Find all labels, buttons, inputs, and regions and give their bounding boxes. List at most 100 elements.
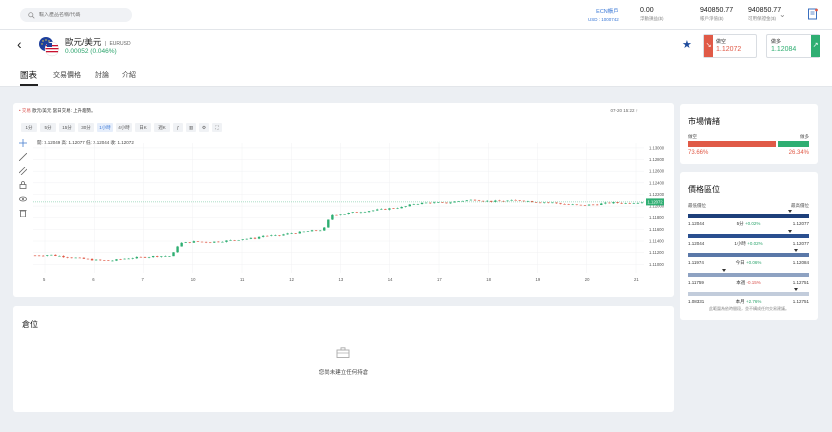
account-type[interactable]: ECN帳戶 USD : 1000742	[588, 7, 619, 22]
candle-body	[359, 212, 363, 214]
settings-icon[interactable]: ⚙	[199, 123, 209, 132]
trendline-icon[interactable]	[19, 153, 27, 161]
chart-headline-text: 歐元/美元 當日交易: 上升趨勢。	[32, 108, 96, 113]
lock-icon[interactable]	[19, 181, 27, 189]
account-currency: USD : 1000742	[588, 17, 619, 22]
free-margin-label: 可用保證金($)	[748, 16, 776, 21]
x-tick-label: 17	[437, 277, 442, 282]
eye-icon[interactable]	[19, 195, 27, 203]
candle-body	[41, 255, 45, 257]
candle-body	[278, 235, 281, 236]
candle-body	[461, 200, 464, 202]
candle-body	[147, 257, 151, 258]
candle-body	[543, 202, 546, 204]
sentiment-buy-fill	[777, 141, 809, 147]
candle-body	[196, 241, 200, 242]
timeframe-1[interactable]: 5分	[40, 123, 56, 132]
candle-body	[404, 206, 407, 207]
candle-body	[400, 206, 403, 209]
candle-body	[70, 257, 73, 259]
candle-body	[180, 242, 183, 247]
parallel-lines-icon[interactable]	[19, 167, 27, 175]
account-type-label: ECN帳戶	[596, 9, 619, 15]
indicator-icon[interactable]: ▥	[186, 123, 196, 132]
candle-body	[506, 200, 509, 202]
back-arrow-icon[interactable]: ‹	[17, 36, 22, 52]
candle-body	[282, 234, 285, 236]
candle-body	[188, 242, 192, 243]
tab-discussion[interactable]: 討論	[95, 72, 109, 79]
timeframe-0[interactable]: 1分	[21, 123, 37, 132]
candle-body	[257, 236, 261, 239]
timeframe-3[interactable]: 30分	[78, 123, 94, 132]
crosshair-icon[interactable]	[19, 139, 27, 147]
candle-body	[274, 235, 277, 236]
last-price-label: 1.12072	[648, 199, 664, 204]
candle-body	[412, 204, 416, 205]
range-marker	[794, 249, 799, 252]
candle-body	[58, 255, 61, 257]
candle-body	[270, 235, 273, 236]
favorite-star-icon[interactable]: ★	[682, 39, 692, 51]
timeframe-6[interactable]: 日K	[135, 123, 151, 132]
candle-body	[420, 202, 424, 205]
fx-tool-icon[interactable]: ƒ	[173, 123, 183, 132]
candle-body	[453, 201, 456, 203]
candle-body	[445, 202, 448, 204]
x-tick-label: 14	[388, 277, 393, 282]
candle-body	[98, 259, 102, 261]
candle-body	[204, 241, 208, 243]
candle-body	[396, 208, 399, 209]
tab-bar	[0, 65, 832, 87]
candle-body	[384, 208, 387, 210]
sell-price: 1.12072	[716, 46, 742, 53]
price-range-title: 價格區位	[688, 185, 720, 194]
document-icon[interactable]	[808, 8, 818, 20]
candle-body	[640, 202, 644, 204]
x-tick-label: 7	[142, 277, 145, 282]
candle-body	[107, 260, 110, 261]
timeframe-7[interactable]: 週K	[154, 123, 170, 132]
range-row-3: 1.11759 本週 -0.15% 1.12751	[688, 268, 809, 289]
candle-body	[416, 204, 420, 205]
timeframe-2[interactable]: 15分	[59, 123, 75, 132]
price-chart[interactable]: 1.13000 1.12800 1.12600 1.12400 1.12200 1.120…	[33, 143, 664, 291]
tab-trading-prices[interactable]: 交易價格	[53, 72, 81, 79]
candle-body	[433, 202, 436, 204]
candle-body	[408, 204, 411, 207]
timeframe-5[interactable]: 4小時	[116, 123, 132, 132]
timeframe-selector: 1分 5分 15分 30分 1小時 4小時 日K 週K ƒ ▥ ⚙ ⛶	[21, 123, 222, 132]
buy-button[interactable]: ↗ 做多 1.12084	[766, 34, 820, 58]
candle-body	[151, 256, 155, 258]
range-low: 1.08331	[688, 299, 705, 304]
timeframe-4[interactable]: 1小時	[97, 123, 113, 132]
y-tick-label: 1.12000	[649, 204, 664, 209]
y-tick-label: 1.12600	[649, 169, 664, 174]
candle-body	[502, 200, 505, 202]
search-box[interactable]	[20, 8, 132, 22]
x-tick-label: 20	[585, 277, 590, 282]
ohlc-readout: 開: 1.12049 高: 1.12077 低: 1.12044 收: 1.12…	[37, 140, 134, 145]
candle-body	[192, 241, 196, 243]
search-input[interactable]	[39, 12, 129, 18]
candle-body	[310, 230, 314, 232]
buy-arrow-icon: ↗	[811, 35, 820, 57]
fullscreen-icon[interactable]: ⛶	[212, 123, 222, 132]
tab-chart[interactable]: 圖表	[20, 70, 38, 80]
range-period: 5分 +0.02%	[736, 221, 761, 226]
range-bar	[688, 253, 809, 257]
trash-icon[interactable]	[19, 209, 27, 217]
chevron-down-icon[interactable]: ⌄	[779, 10, 786, 19]
range-marker	[788, 210, 793, 213]
candle-body	[37, 255, 41, 257]
candle-body	[241, 239, 244, 240]
range-row-0: 1.12044 5分 +0.02% 1.12077	[688, 210, 809, 230]
y-tick-label: 1.12400	[649, 180, 664, 185]
sentiment-title: 市場情緒	[688, 117, 720, 126]
candle-body	[583, 205, 587, 206]
active-tab-indicator	[20, 84, 38, 86]
candle-body	[624, 203, 627, 204]
tab-introduction[interactable]: 介紹	[122, 72, 136, 79]
sell-button[interactable]: ↘ 做空 1.12072	[703, 34, 757, 58]
free-margin-value: 940850.77	[748, 7, 782, 14]
